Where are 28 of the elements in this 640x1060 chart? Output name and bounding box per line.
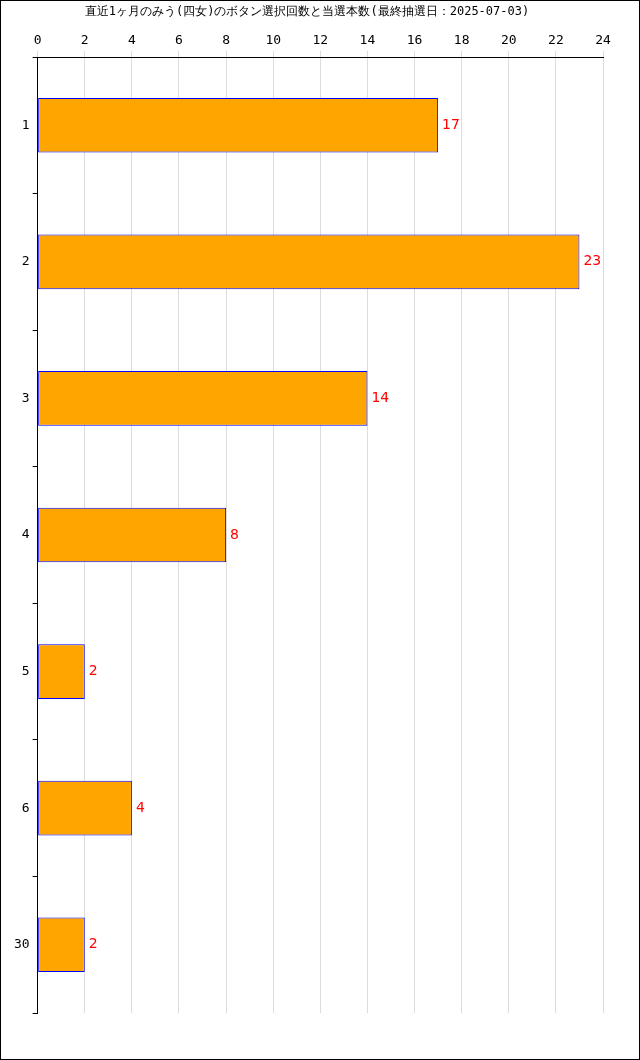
data-label: 2 [88,662,98,679]
x-tick-label: 18 [453,31,470,47]
x-tick-label: 22 [548,31,564,47]
y-tick-label: 3 [21,389,30,405]
y-tick-label: 5 [21,662,30,678]
y-tick-label: 4 [21,526,30,542]
data-label: 14 [371,389,390,406]
x-tick-label: 0 [33,31,42,47]
data-label: 23 [583,252,602,269]
x-tick-label: 14 [359,31,376,47]
y-tick-label: 2 [21,253,30,269]
data-label: 17 [442,115,460,132]
x-tick-label: 20 [500,31,517,47]
y-tick-label: 30 [14,936,30,952]
chart-title: 直近1ヶ月のみう(四女)のボタン選択回数と当選本数(最終抽選日：2025-07-03) [84,4,530,19]
data-label: 2 [88,935,98,952]
x-tick-label: 10 [265,31,282,47]
y-tick-label: 1 [21,116,30,132]
data-label: 4 [135,798,145,815]
x-tick-label: 6 [175,31,183,47]
x-tick-label: 4 [127,31,136,47]
x-tick-label: 24 [595,31,611,47]
x-tick-label: 2 [80,31,89,47]
x-tick-label: 8 [222,31,231,47]
data-label: 8 [230,525,240,542]
x-tick-label: 16 [406,31,423,47]
x-tick-label: 12 [312,31,329,47]
y-tick-label: 6 [21,799,30,815]
